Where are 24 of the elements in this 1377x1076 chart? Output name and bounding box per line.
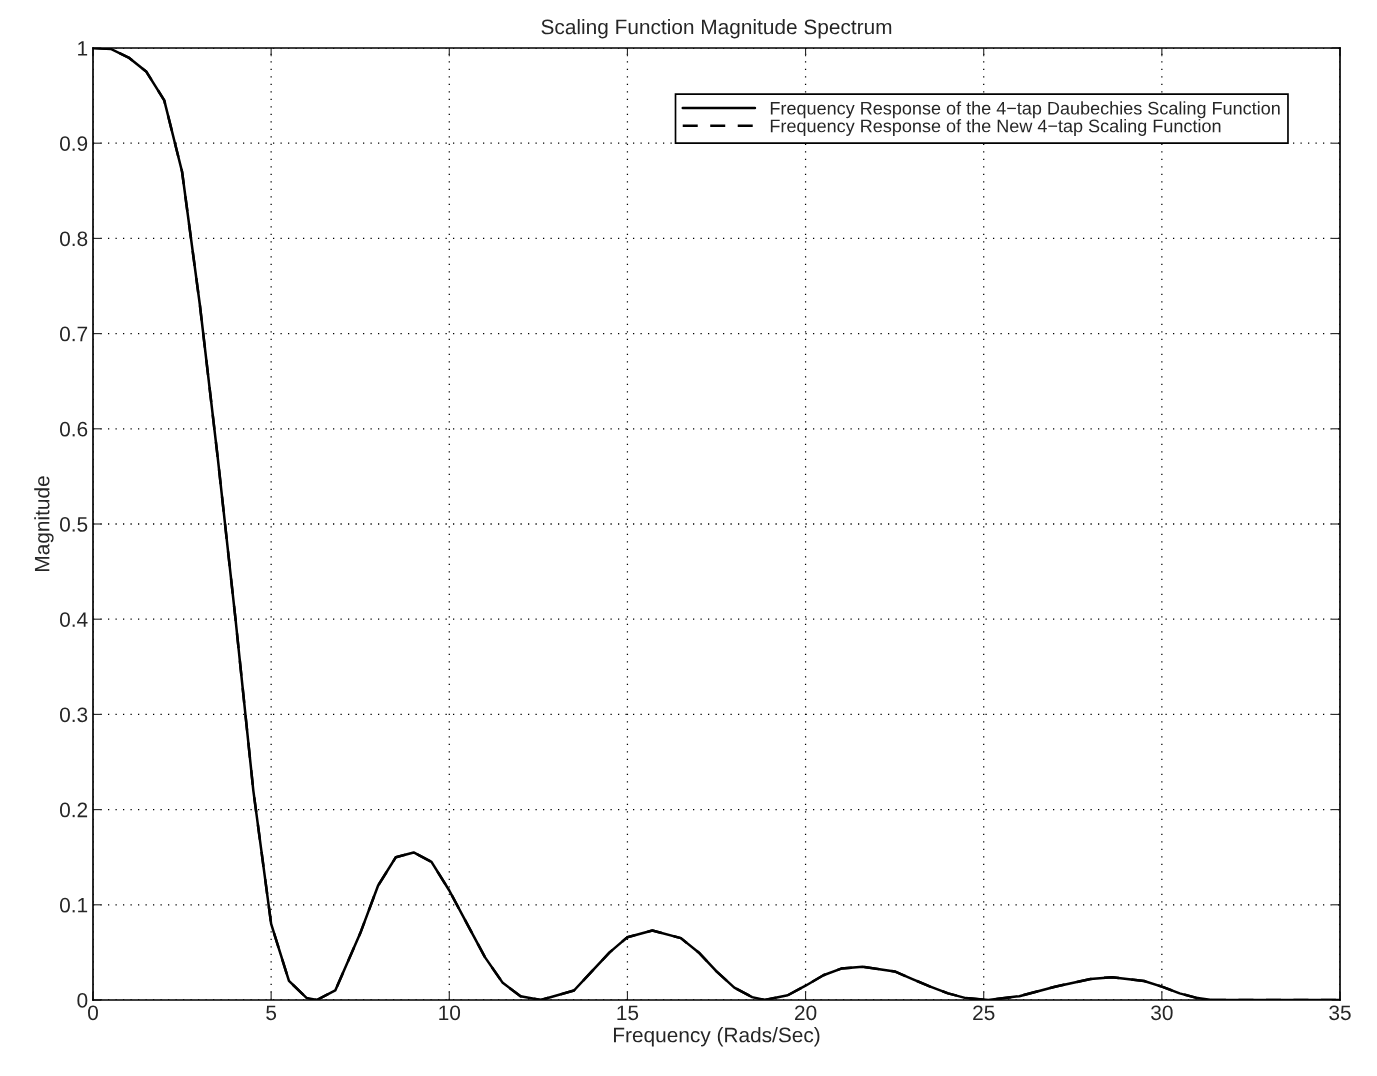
x-tick-label: 15 <box>617 1005 639 1021</box>
x-axis-title: Frequency (Rads/Sec) <box>614 1027 820 1047</box>
legend-label: Frequency Response of the New 4−tap Scaling Function <box>770 119 1221 136</box>
y-tick-label: 0.4 <box>59 612 88 627</box>
y-tick-label: 0.6 <box>59 421 88 437</box>
legend-label: Frequency Response of the 4−tap Daubechies Scaling Function <box>770 101 1280 119</box>
x-tick-label: 5 <box>266 1005 277 1021</box>
x-tick-label: 10 <box>439 1005 461 1021</box>
y-tick-label: 0.7 <box>59 326 88 342</box>
x-tick-label: 20 <box>795 1005 817 1021</box>
y-tick-label: 0.1 <box>59 897 88 913</box>
y-axis-title: Magnitude <box>34 476 54 571</box>
y-tick-label: 0.2 <box>59 802 88 818</box>
chart-title: Scaling Function Magnitude Spectrum <box>541 19 892 39</box>
y-tick-label: 1 <box>78 41 88 56</box>
x-tick-label: 30 <box>1151 1005 1173 1021</box>
x-tick-label: 25 <box>973 1005 995 1021</box>
y-tick-label: 0.8 <box>59 231 88 247</box>
y-tick-label: 0 <box>77 993 88 1008</box>
x-tick-label: 0 <box>88 1005 98 1021</box>
x-tick-label: 35 <box>1329 1005 1351 1021</box>
y-tick-label: 0.3 <box>59 707 88 723</box>
y-tick-label: 0.5 <box>59 517 88 532</box>
y-tick-label: 0.9 <box>59 136 88 151</box>
